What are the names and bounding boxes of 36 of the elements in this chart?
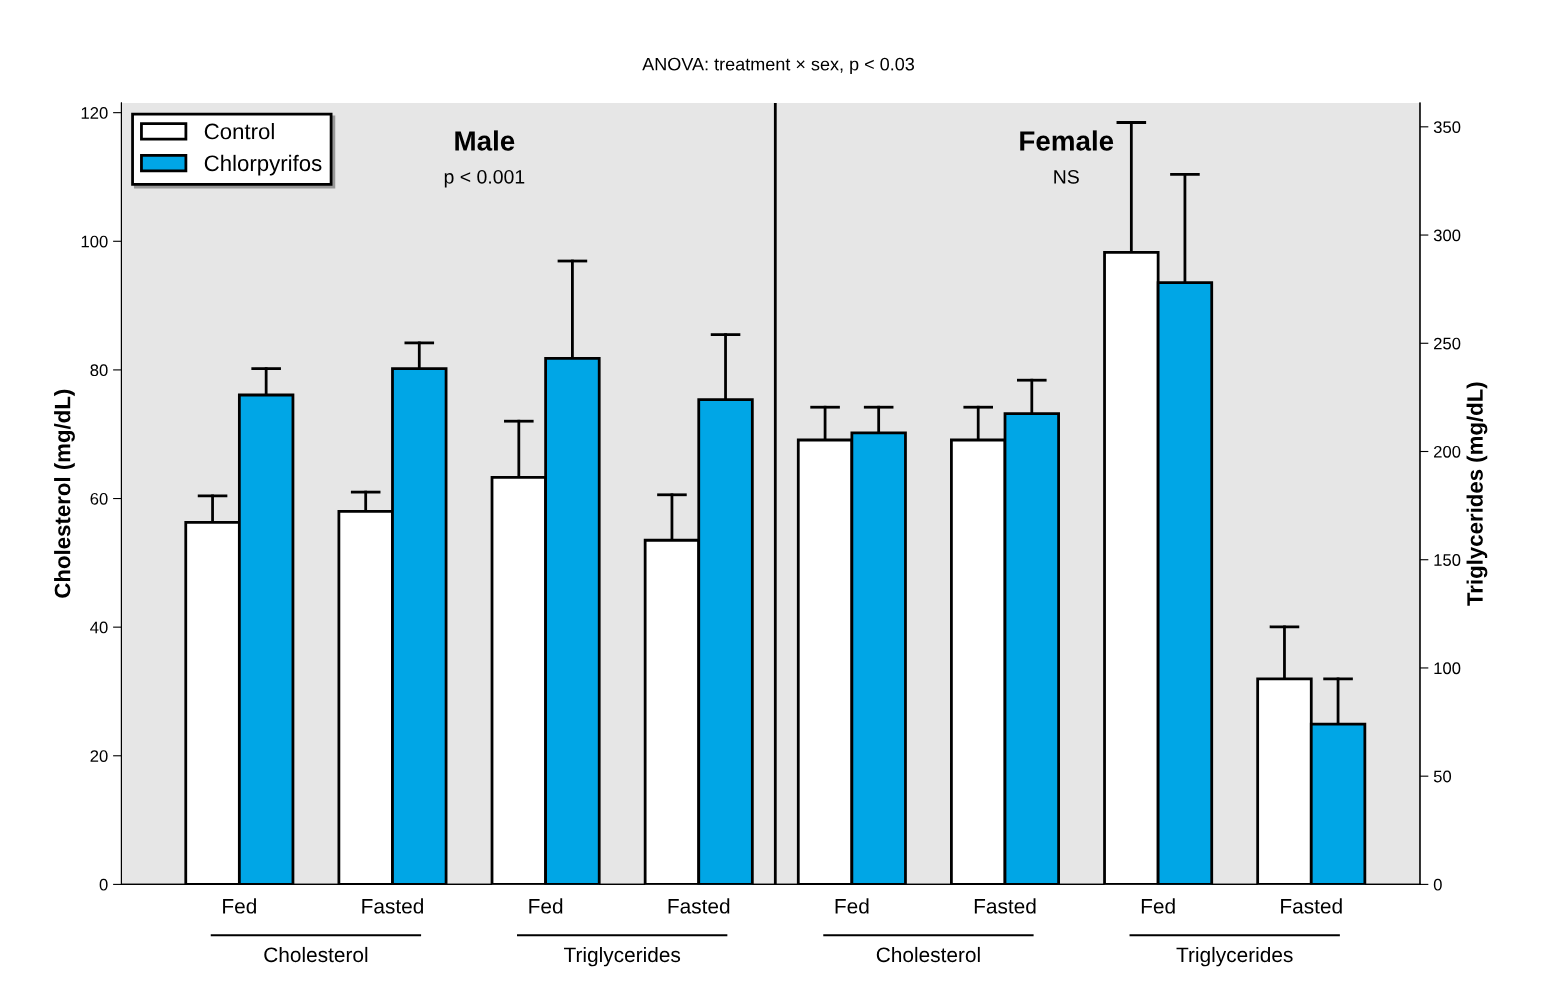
- x-tick-label: Fasted: [974, 898, 1036, 914]
- x-tick-label: Fasted: [362, 898, 423, 914]
- y2-tick-label: 250: [1434, 337, 1461, 350]
- y2-tick-label: 0: [1433, 878, 1442, 891]
- y2-tick-label: 200: [1434, 445, 1461, 458]
- legend-label: Control: [204, 123, 274, 140]
- annotation: Female: [1020, 130, 1114, 151]
- y-tick-label: 20: [90, 750, 108, 762]
- x-tick-label: Fed: [835, 898, 869, 914]
- legend-label: Chlorpyrifos: [204, 154, 322, 176]
- text: Triglycerides: [564, 946, 681, 967]
- y2-tick-label: 100: [1434, 662, 1461, 675]
- annotation: p < 0.001: [444, 169, 525, 188]
- text: Cholesterol: [264, 946, 368, 963]
- y2-tick-label: 350: [1433, 121, 1461, 134]
- y2-tick-label: 50: [1433, 770, 1452, 783]
- annotation: NS: [1054, 169, 1079, 184]
- chart-title: ANOVA: treatment × sex, p < 0.03: [642, 57, 915, 75]
- y2-tick-label: 150: [1434, 554, 1461, 566]
- text: Cholesterol: [876, 946, 980, 963]
- y-tick-label: 60: [90, 492, 108, 505]
- y-tick-label: 120: [81, 107, 108, 119]
- annotation: Male: [455, 130, 515, 151]
- text: Triglycerides: [1176, 946, 1293, 967]
- y-tick-label: 40: [90, 621, 108, 634]
- x-tick-label: Fed: [1141, 898, 1175, 914]
- y-axis-title: Cholesterol (mg/dL): [54, 389, 75, 598]
- y-tick-label: 0: [99, 878, 108, 891]
- y-tick-label: 80: [90, 364, 108, 377]
- x-tick-label: Fed: [529, 898, 563, 914]
- x-tick-label: Fed: [223, 898, 256, 914]
- y2-axis-title: Triglycerides (mg/dL): [1466, 382, 1488, 606]
- y-tick-label: 100: [81, 235, 108, 248]
- x-tick-label: Fasted: [668, 898, 730, 914]
- x-tick-label: Fasted: [1281, 898, 1342, 914]
- y2-tick-label: 300: [1433, 229, 1461, 242]
